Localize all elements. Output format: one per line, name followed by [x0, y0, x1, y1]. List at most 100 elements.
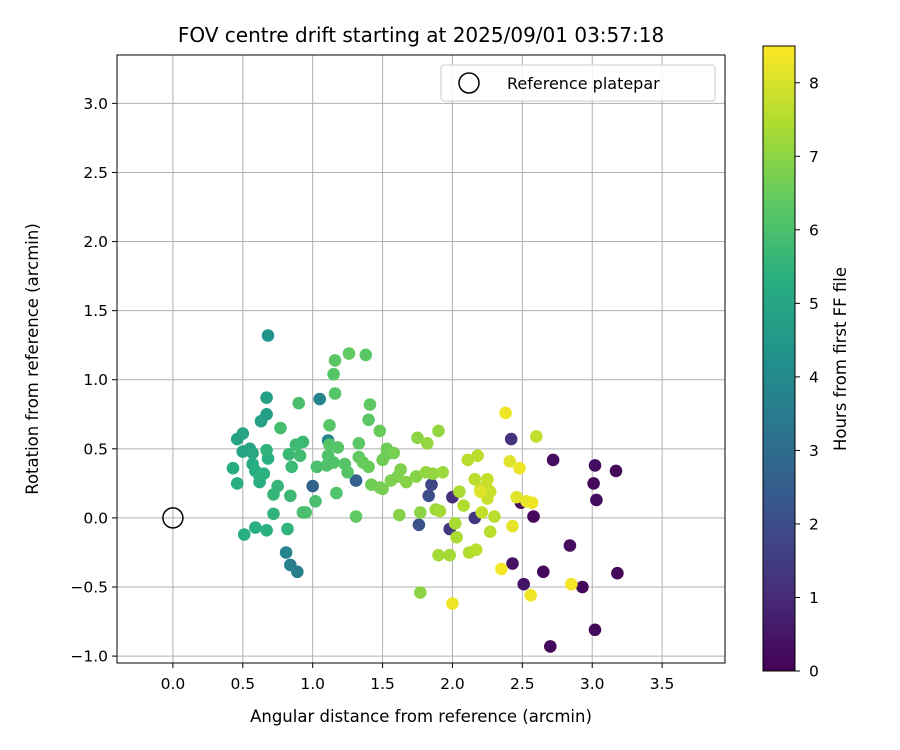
data-point	[274, 421, 287, 435]
x-tick-label: 0.5	[230, 675, 255, 693]
y-tick-label: 0.5	[83, 440, 108, 458]
data-point	[537, 565, 550, 579]
data-point	[409, 470, 423, 483]
data-point	[282, 448, 296, 461]
data-point	[530, 430, 543, 443]
x-tick-label: 3.5	[650, 675, 675, 693]
x-axis-label: Angular distance from reference (arcmin)	[250, 707, 592, 726]
data-point	[471, 449, 484, 463]
colorbar-tick-label: 1	[809, 589, 819, 607]
y-axis-ticks: −1.0 −0.5 0.0 0.5 1.0 1.5 2.0 2.5 3.0	[70, 95, 117, 666]
data-point	[281, 522, 294, 536]
data-point	[279, 546, 293, 559]
data-point	[341, 466, 354, 479]
data-point	[260, 391, 273, 405]
x-tick-label: 0.0	[161, 675, 186, 693]
data-point	[517, 577, 530, 591]
data-point	[306, 479, 320, 493]
reference-platepar-marker	[162, 507, 184, 529]
y-tick-label: −1.0	[70, 648, 108, 666]
data-point	[563, 539, 577, 552]
data-point	[527, 510, 540, 523]
colorbar-gradient	[762, 45, 796, 672]
grid	[117, 55, 725, 663]
data-point	[387, 446, 401, 460]
data-point	[285, 460, 299, 474]
data-point	[328, 387, 342, 400]
data-point	[436, 466, 450, 479]
data-point	[226, 461, 240, 475]
data-point	[362, 460, 375, 474]
colorbar-tick-label: 6	[809, 221, 819, 239]
data-point	[246, 446, 259, 460]
data-point	[260, 524, 273, 537]
colorbar-tick-label: 3	[809, 442, 819, 460]
data-point	[291, 565, 304, 579]
colorbar-tick-label: 7	[809, 148, 819, 166]
data-point	[513, 461, 526, 475]
data-point	[261, 329, 275, 342]
x-tick-label: 3.0	[580, 675, 605, 693]
data-point	[446, 597, 459, 610]
data-point	[393, 508, 406, 522]
data-point	[376, 482, 389, 496]
data-point	[328, 354, 342, 367]
x-tick-label: 2.0	[440, 675, 465, 693]
data-point	[469, 543, 483, 556]
data-point	[425, 478, 438, 492]
data-point	[506, 519, 519, 533]
colorbar-tick-label: 2	[809, 515, 819, 533]
data-point	[296, 435, 310, 449]
data-point	[330, 486, 343, 500]
data-point	[373, 424, 387, 438]
data-point	[576, 580, 589, 594]
y-tick-label: 2.5	[83, 164, 108, 182]
data-points	[226, 329, 624, 653]
data-point	[499, 406, 512, 420]
data-point	[495, 562, 508, 576]
data-point	[474, 485, 487, 499]
colorbar-ticks: 0 1 2 3 4 5 6 7 8	[795, 74, 819, 681]
data-point	[400, 475, 413, 489]
data-point	[488, 510, 501, 523]
data-point	[510, 490, 523, 504]
data-point	[461, 453, 475, 467]
x-tick-label: 1.0	[300, 675, 325, 693]
data-point	[412, 518, 426, 532]
data-point	[483, 525, 497, 538]
data-point	[457, 499, 470, 512]
data-point	[587, 477, 600, 490]
data-point	[524, 589, 537, 602]
data-point	[349, 474, 363, 487]
data-point	[590, 493, 603, 507]
data-point	[260, 443, 273, 457]
data-point	[544, 640, 557, 653]
data-point	[525, 496, 539, 510]
x-axis-ticks: 0.0 0.5 1.0 1.5 2.0 2.5 3.0 3.5	[161, 663, 675, 693]
chart-title: FOV centre drift starting at 2025/09/01 …	[178, 23, 664, 47]
data-point	[349, 510, 363, 523]
data-point	[453, 485, 466, 499]
data-point	[468, 472, 482, 486]
legend-reference-marker	[458, 72, 480, 94]
data-point	[271, 479, 285, 493]
data-point	[450, 531, 463, 544]
plot-area-frame	[116, 54, 726, 664]
data-point	[342, 347, 356, 360]
data-point	[394, 463, 408, 476]
data-point	[230, 477, 244, 490]
data-point	[588, 459, 602, 472]
data-point	[432, 548, 445, 562]
data-point	[475, 506, 489, 519]
data-point	[352, 437, 366, 450]
y-tick-label: 0.0	[83, 509, 108, 527]
y-axis-label: Rotation from reference (arcmin)	[23, 223, 42, 495]
colorbar-tick-label: 8	[809, 74, 819, 92]
data-point	[293, 449, 307, 463]
data-point	[565, 577, 578, 591]
data-point	[267, 507, 280, 521]
reference-marker-layer	[162, 507, 184, 529]
data-point	[504, 432, 518, 446]
data-point	[327, 456, 340, 469]
data-point	[331, 441, 345, 454]
